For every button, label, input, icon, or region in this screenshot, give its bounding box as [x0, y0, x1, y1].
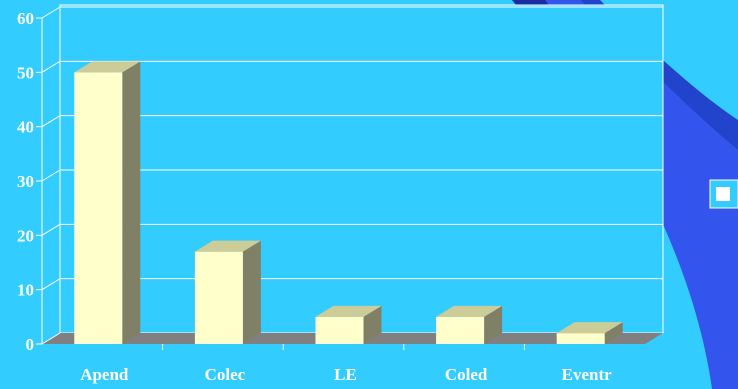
- legend-swatch: [716, 187, 730, 201]
- bar: [436, 305, 503, 344]
- bar-front: [556, 333, 605, 344]
- x-tick-label: Apend: [80, 365, 129, 384]
- bar-side: [122, 61, 141, 344]
- gridline-diagonal: [41, 60, 61, 73]
- legend: [709, 179, 738, 209]
- bars: [74, 61, 623, 344]
- x-tick-label: Eventr: [562, 365, 613, 384]
- gridline-diagonal: [41, 115, 61, 128]
- floor-left-edge: [41, 332, 61, 345]
- bar-top: [194, 240, 261, 252]
- bar-front: [74, 72, 123, 344]
- gridline-diagonal: [41, 6, 61, 19]
- y-axis: 0 10 20 30 40 50 60: [17, 9, 42, 354]
- bar-top: [315, 305, 382, 317]
- bar-side: [242, 240, 261, 344]
- bar-side: [363, 305, 382, 344]
- bar-front: [315, 316, 364, 344]
- x-axis: Apend Colec LE Coled Eventr: [80, 344, 612, 384]
- bar: [194, 240, 261, 344]
- y-tick-label: 0: [26, 335, 35, 354]
- x-tick-label: Colec: [205, 365, 246, 384]
- x-tick-label: Coled: [445, 365, 488, 384]
- bar-top: [74, 61, 141, 73]
- bar-side: [604, 322, 623, 344]
- plot-area: [41, 4, 664, 345]
- bar-front: [194, 251, 243, 344]
- gridline-diagonal: [41, 278, 61, 291]
- y-tick-label: 30: [17, 172, 34, 191]
- y-tick-label: 40: [17, 118, 34, 137]
- bar: [556, 322, 623, 344]
- plot-frame: [59, 4, 664, 334]
- gridlines: [41, 6, 663, 291]
- gridline-diagonal: [41, 169, 61, 182]
- bar-top: [556, 322, 623, 334]
- bar-top: [436, 305, 503, 317]
- x-tick-label: LE: [334, 365, 357, 384]
- bar: [74, 61, 141, 344]
- bar-front: [436, 316, 485, 344]
- y-tick-label: 20: [17, 226, 34, 245]
- bar: [315, 305, 382, 344]
- y-tick-label: 10: [17, 281, 34, 300]
- y-tick-label: 60: [17, 9, 34, 28]
- bar-side: [484, 305, 503, 344]
- y-tick-label: 50: [17, 63, 34, 82]
- gridline-diagonal: [41, 223, 61, 236]
